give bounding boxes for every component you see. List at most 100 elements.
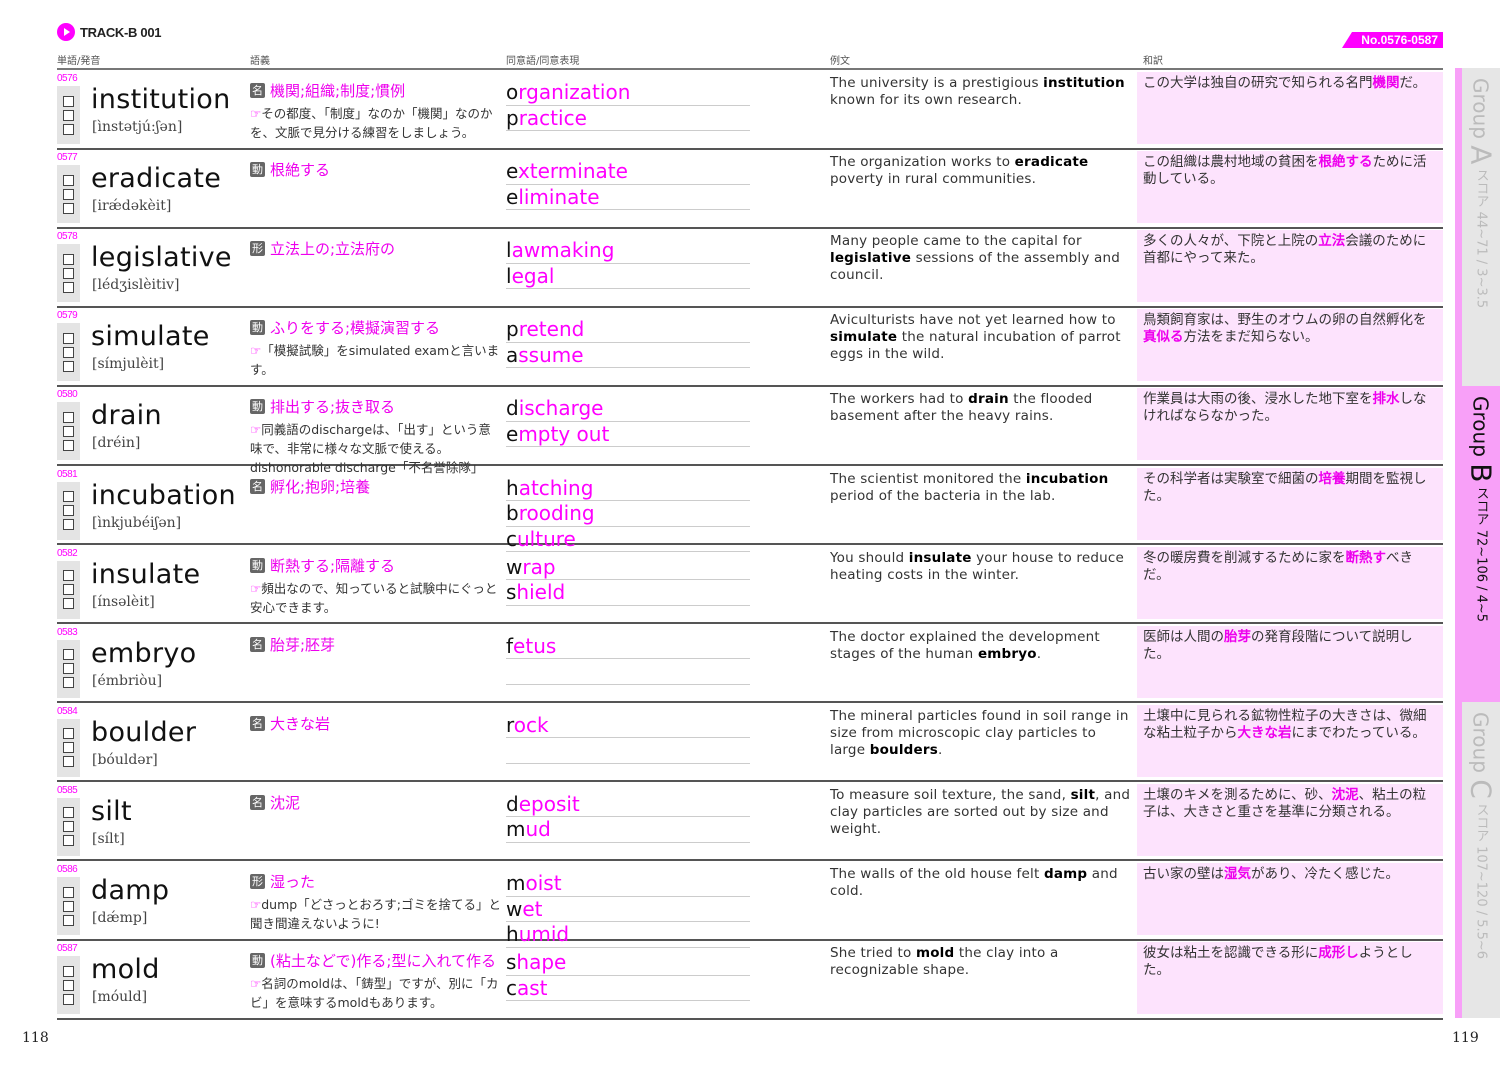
part-of-speech-badge: 形 xyxy=(250,241,265,257)
checkbox-icon[interactable] xyxy=(63,979,74,991)
checkbox-icon[interactable] xyxy=(63,598,74,610)
translation-keyword: 断熱す xyxy=(1345,549,1387,566)
checkbox-icon[interactable] xyxy=(63,505,74,516)
pronunciation: [irǽdəkèit] xyxy=(92,198,172,215)
example-text: The mineral particles found in soil rang… xyxy=(830,707,1129,758)
meaning-text: 機関;組織;制度;慣例 xyxy=(270,82,406,100)
usage-note-text: 頻出なので、知っていると試験中にぐっと安心できます。 xyxy=(250,580,498,615)
translation-text: 土壌のキメを測るために、砂、 xyxy=(1143,786,1332,803)
checkbox-icon[interactable] xyxy=(63,360,74,372)
checkbox-icon[interactable] xyxy=(63,174,74,186)
checkbox-icon[interactable] xyxy=(63,188,74,200)
checkbox-icon[interactable] xyxy=(63,123,74,135)
checkbox-icon[interactable] xyxy=(63,109,74,121)
checkbox-icon[interactable] xyxy=(63,281,74,293)
example-text: , and clay particles are sorted out by s… xyxy=(830,786,1131,837)
checkbox-icon[interactable] xyxy=(63,742,74,754)
synonym-rest: et xyxy=(522,896,543,921)
example-sentence: To measure soil texture, the sand, silt,… xyxy=(830,787,1132,838)
checkbox-icon[interactable] xyxy=(63,965,74,977)
example-sentence: The workers had to drain the flooded bas… xyxy=(830,391,1132,425)
entry-number: 0582 xyxy=(57,547,78,559)
group-letter: C xyxy=(1464,779,1498,799)
checkbox-icon[interactable] xyxy=(63,886,74,898)
translation-keyword: 大きな岩 xyxy=(1237,724,1292,741)
checkbox-icon[interactable] xyxy=(63,993,74,1005)
part-of-speech-badge: 名 xyxy=(250,83,265,98)
synonym: cast xyxy=(506,976,750,1002)
checkbox-icon[interactable] xyxy=(63,411,74,423)
checkbox-icon[interactable] xyxy=(63,728,74,740)
synonym-rest: hape xyxy=(516,950,567,975)
checkbox-icon[interactable] xyxy=(63,677,74,689)
synonym-rest: rap xyxy=(522,554,556,579)
checkbox-icon[interactable] xyxy=(63,835,74,847)
meaning-text: 沈泥 xyxy=(270,793,301,812)
checkbox-icon[interactable] xyxy=(63,649,74,661)
usage-note-text: その都度、「制度」なのか「機関」なのかを、文脈で見分ける練習をしましょう。 xyxy=(250,106,493,140)
example-sentence: The doctor explained the development sta… xyxy=(830,629,1132,663)
translation-text: 方法をまだ知らない。 xyxy=(1183,329,1319,346)
example-text: the clay into a recognizable shape. xyxy=(830,945,1059,979)
synonym: shield xyxy=(506,580,750,606)
play-circle-icon[interactable] xyxy=(57,23,75,41)
synonym-line xyxy=(506,659,750,685)
group-tab-b[interactable]: Group B スコア 72~106 / 4~5 xyxy=(1455,386,1500,702)
checkbox-icon[interactable] xyxy=(63,439,74,451)
synonym-rest: etus xyxy=(513,633,557,658)
pronunciation: [sílt] xyxy=(92,830,125,847)
pronunciation: [ìnkjubéiʃən] xyxy=(92,514,182,531)
table-row: 0585 silt [sílt] 名沈泥 deposit mud To measure so… xyxy=(57,782,1443,862)
checkbox-icon[interactable] xyxy=(63,202,74,214)
checkbox-icon[interactable] xyxy=(63,267,74,279)
meaning: 動ふりをする;模擬演習する xyxy=(250,317,500,338)
translation-text: ようとした。 xyxy=(1143,945,1413,979)
example-text: The doctor explained the development sta… xyxy=(830,628,1100,662)
checkbox-icon[interactable] xyxy=(63,519,74,530)
checkbox-icon[interactable] xyxy=(63,253,74,265)
synonym: humid xyxy=(506,922,750,948)
meaning-text: 排出する;抜き取る xyxy=(270,398,396,417)
entry-number: 0581 xyxy=(57,468,78,480)
synonym-rest: ulture xyxy=(517,526,576,551)
synonym: empty out xyxy=(506,422,750,448)
pronunciation: [dǽmp] xyxy=(92,910,148,926)
group-tab-a[interactable]: Group A スコア 44~71 / 3~3.5 xyxy=(1455,68,1500,386)
meaning: 動排出する;抜き取る xyxy=(250,396,500,417)
synonym-list: rock xyxy=(506,713,750,764)
checkbox-icon[interactable] xyxy=(63,663,74,675)
checkbox-icon[interactable] xyxy=(63,95,74,107)
checkbox-group xyxy=(57,877,80,935)
audio-track[interactable]: TRACK-B 001 xyxy=(57,23,162,41)
group-tab-c[interactable]: Group C スコア 107~120 / 5.5~6 xyxy=(1455,702,1500,1018)
example-text: The scientist monitored the xyxy=(830,470,1026,487)
checkbox-icon[interactable] xyxy=(63,756,74,768)
checkbox-icon[interactable] xyxy=(63,570,74,582)
checkbox-icon[interactable] xyxy=(63,346,74,358)
example-text: The organization works to xyxy=(830,154,1015,171)
synonym-rest: ractice xyxy=(518,105,587,130)
synonym: rock xyxy=(506,713,750,739)
checkbox-icon[interactable] xyxy=(63,584,74,596)
checkbox-icon[interactable] xyxy=(63,900,74,912)
group-name: Group xyxy=(1468,396,1493,464)
checkbox-icon[interactable] xyxy=(63,425,74,437)
group-tab-label: Group C スコア 107~120 / 5.5~6 xyxy=(1465,712,1498,959)
checkbox-icon[interactable] xyxy=(63,821,74,833)
synonym-rest: xterminate xyxy=(517,159,628,184)
checkbox-icon[interactable] xyxy=(63,332,74,344)
pointing-hand-icon: ☞ xyxy=(250,976,262,992)
translation: 多くの人々が、下院と上院の立法会議のために首都にやって来た。 xyxy=(1137,230,1443,303)
synonym-initial: p xyxy=(506,317,519,342)
part-of-speech-badge: 名 xyxy=(250,794,265,810)
checkbox-icon[interactable] xyxy=(63,491,74,502)
pronunciation: [ínsəlèit] xyxy=(92,593,155,610)
part-of-speech-badge: 名 xyxy=(250,636,265,652)
synonym-initial: f xyxy=(506,633,514,658)
headword: simulate xyxy=(91,321,210,353)
meaning: 形立法上の;立法府の xyxy=(250,238,500,259)
checkbox-icon[interactable] xyxy=(63,807,74,819)
checkbox-icon[interactable] xyxy=(63,914,74,926)
entry-number: 0583 xyxy=(57,626,78,638)
entry-number: 0585 xyxy=(57,784,78,796)
